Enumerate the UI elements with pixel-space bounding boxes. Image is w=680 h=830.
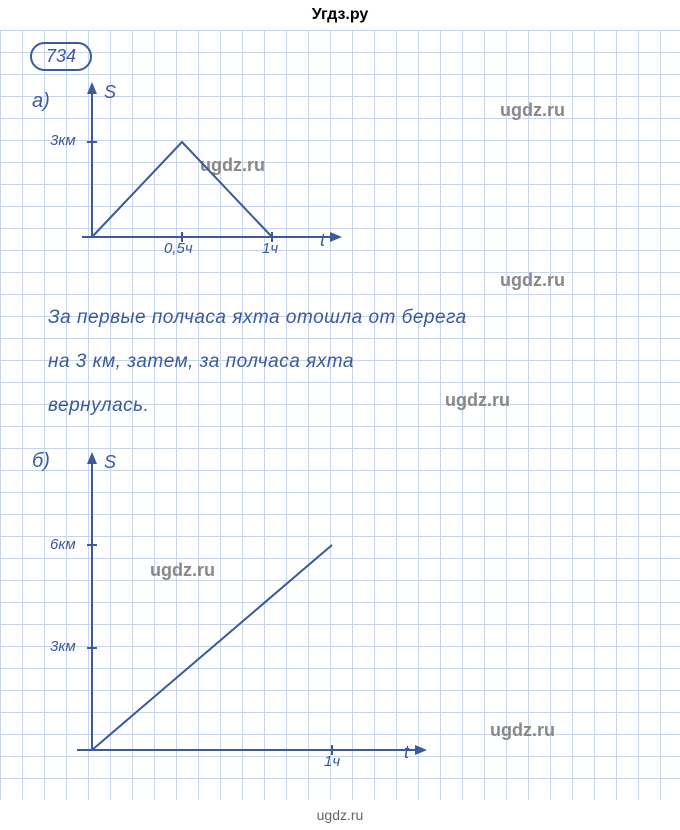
chart-a: S t 3км 0,5ч 1ч [62,82,342,257]
chart-a-ytick-0: 3км [50,132,76,149]
page-header: Угдз.ру [0,0,680,30]
footer-site: ugdz.ru [317,807,364,823]
chart-b-x-label: t [404,742,409,763]
problem-number: 734 [30,42,92,71]
watermark: ugdz.ru [445,390,510,411]
page-footer: ugdz.ru [0,800,680,830]
part-a-text-2: вернулась. [48,388,149,424]
part-a-text-0: За первые полчаса яхта отошла от берега [48,300,467,336]
chart-b: S t 6км 3км 1ч [52,450,432,770]
part-a-text-1: на 3 км, затем, за полчаса яхта [48,344,354,380]
watermark: ugdz.ru [500,270,565,291]
chart-a-y-label: S [104,82,116,103]
watermark: ugdz.ru [500,100,565,121]
chart-a-xtick-0: 0,5ч [164,240,193,257]
part-b-label: б) [32,450,50,473]
chart-b-svg [52,450,432,770]
chart-a-svg [62,82,342,257]
chart-a-x-label: t [320,230,325,251]
chart-a-xtick-1: 1ч [262,240,278,257]
chart-b-xtick-0: 1ч [324,753,340,770]
header-site: Угдз.ру [312,6,369,23]
chart-b-y-label: S [104,452,116,473]
chart-b-ytick-1: 3км [50,638,76,655]
part-a-label: а) [32,90,50,113]
chart-b-ytick-0: 6км [50,536,76,553]
watermark: ugdz.ru [490,720,555,741]
